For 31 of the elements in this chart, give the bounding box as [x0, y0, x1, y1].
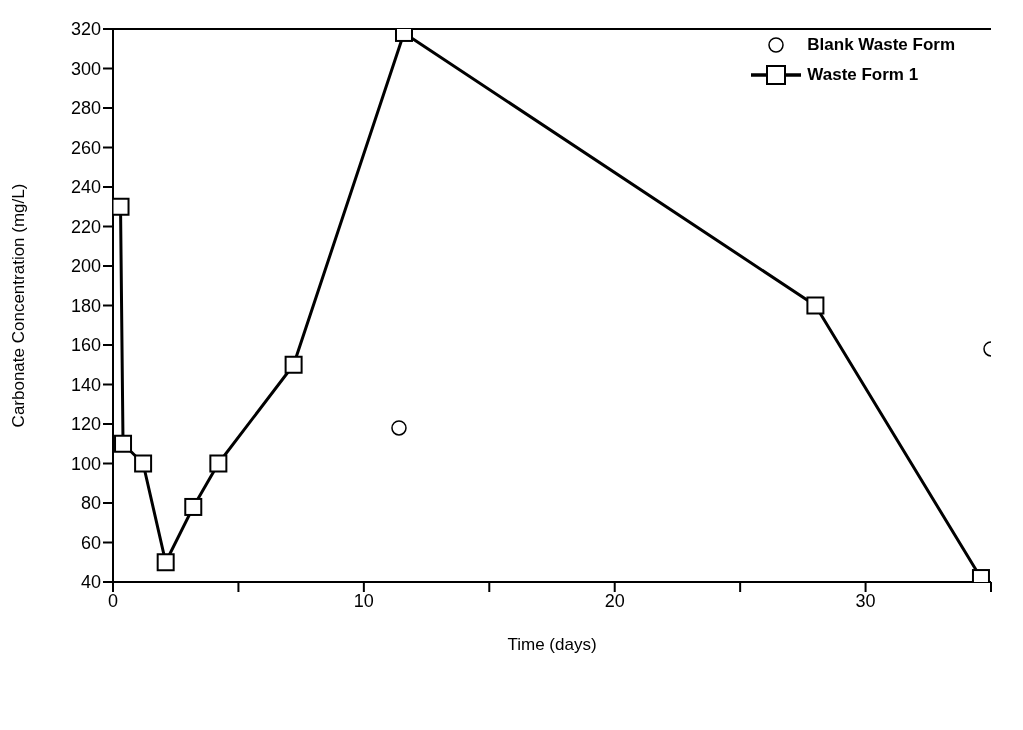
- y-tick-label: 320: [70, 19, 101, 40]
- y-tick-label: 100: [70, 453, 101, 474]
- point: [114, 434, 133, 453]
- y-tick-label: 260: [70, 137, 101, 158]
- y-tick-label: 220: [70, 216, 101, 237]
- y-tick-label: 120: [70, 414, 101, 435]
- x-tick-label: 20: [604, 590, 625, 611]
- y-tick-label: 80: [80, 493, 101, 514]
- x-axis-title: Time (days): [507, 635, 597, 654]
- y-axis-title: Carbonate Concentration (mg/L): [9, 183, 29, 428]
- y-tick-label: 140: [70, 374, 101, 395]
- y-tick-label: 40: [80, 572, 101, 593]
- point: [806, 296, 825, 315]
- legend-label: Waste Form 1: [807, 65, 919, 85]
- x-tick-label: 30: [855, 590, 876, 611]
- point: [284, 355, 303, 374]
- y-tick-label: 180: [70, 295, 101, 316]
- legend-label: Blank Waste Form: [807, 35, 955, 55]
- point: [184, 497, 203, 516]
- y-tick-label: 240: [70, 177, 101, 198]
- y-tick-label: 200: [70, 256, 101, 277]
- x-tick-label: 10: [353, 590, 374, 611]
- y-tick-label: 280: [70, 98, 101, 119]
- point: [156, 553, 175, 572]
- point: [209, 454, 228, 473]
- y-tick-label: 60: [80, 532, 101, 553]
- y-tick-label: 300: [70, 58, 101, 79]
- x-tick-label: 0: [107, 590, 119, 611]
- point: [134, 454, 153, 473]
- point: [113, 197, 130, 216]
- y-tick-label: 160: [70, 335, 101, 356]
